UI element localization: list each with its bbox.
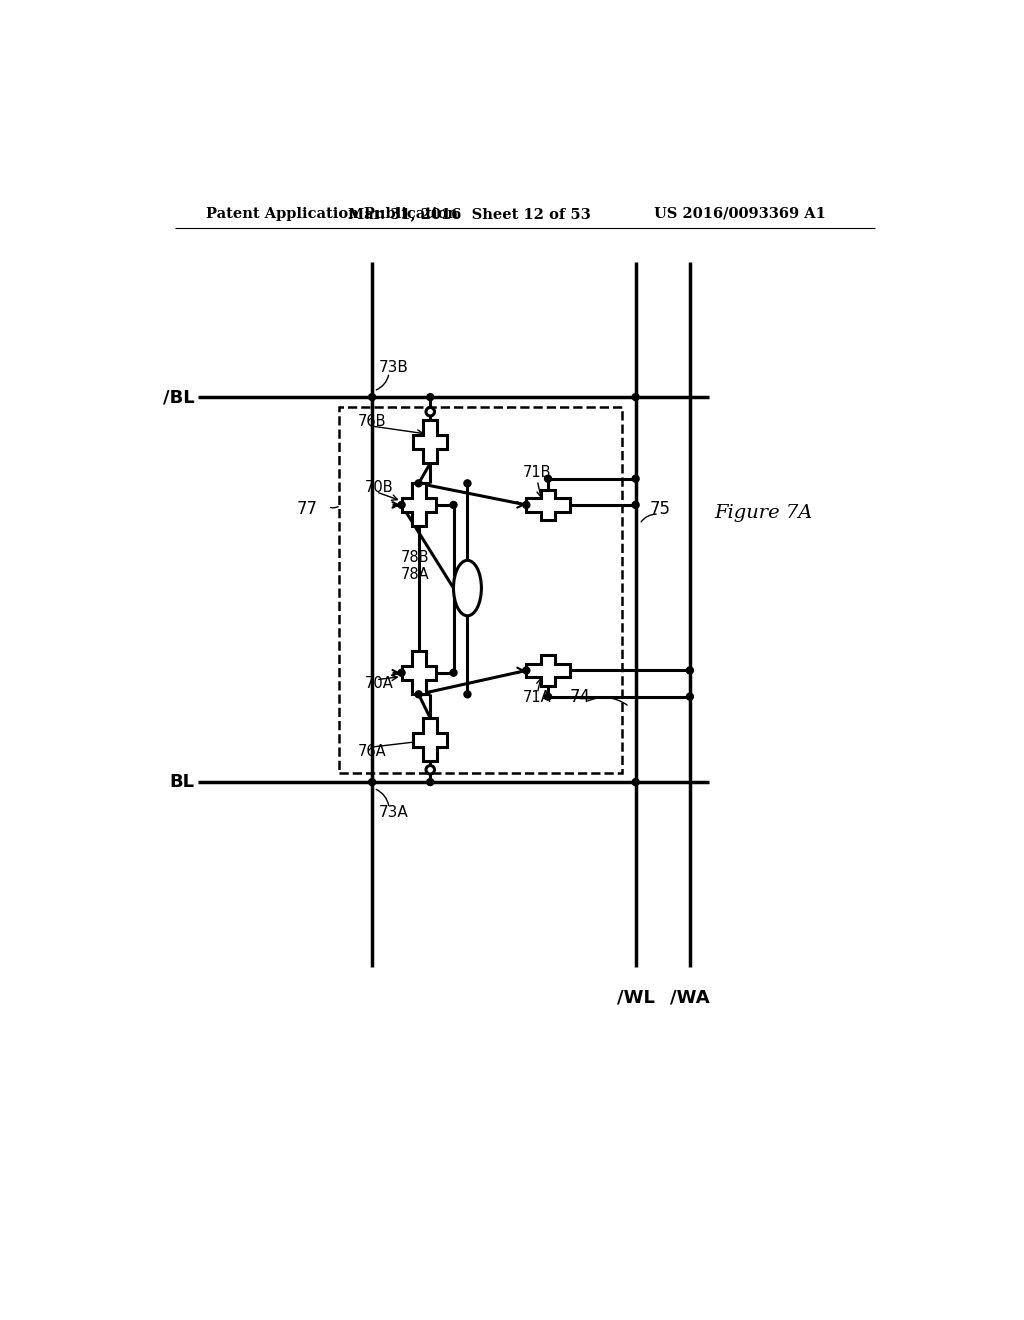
Circle shape [632,502,639,508]
Circle shape [686,667,693,675]
Circle shape [464,480,471,487]
Polygon shape [526,655,569,686]
Circle shape [369,779,376,785]
Text: Figure 7A: Figure 7A [715,504,813,521]
Circle shape [632,393,639,400]
Text: 76A: 76A [357,743,386,759]
Text: /BL: /BL [163,388,195,407]
Text: Patent Application Publication: Patent Application Publication [206,207,458,220]
Text: /WA: /WA [670,989,710,1006]
Circle shape [686,693,693,700]
Circle shape [427,393,434,400]
Bar [339,407,623,774]
Text: 78B: 78B [400,549,429,565]
Text: 73A: 73A [378,805,409,821]
Circle shape [545,693,552,700]
Text: 70A: 70A [366,676,394,692]
Text: /WL: /WL [616,989,654,1006]
Circle shape [398,502,406,508]
Circle shape [415,690,422,698]
Circle shape [398,669,406,676]
Circle shape [415,480,422,487]
Circle shape [545,475,552,482]
Circle shape [464,690,471,698]
Polygon shape [401,651,435,694]
Text: 75: 75 [649,500,671,517]
Circle shape [523,667,529,675]
Polygon shape [526,490,569,520]
Text: 76B: 76B [357,414,386,429]
Ellipse shape [454,561,481,616]
Circle shape [426,766,434,774]
Text: 71B: 71B [523,465,552,480]
Text: BL: BL [170,774,195,791]
Polygon shape [401,483,435,527]
Text: 77: 77 [297,500,317,517]
Circle shape [450,502,457,508]
Circle shape [632,475,639,482]
Text: 78A: 78A [400,566,429,582]
Circle shape [426,408,434,416]
Text: 71A: 71A [523,690,552,705]
Circle shape [369,393,376,400]
Polygon shape [414,420,447,463]
Text: Mar. 31, 2016  Sheet 12 of 53: Mar. 31, 2016 Sheet 12 of 53 [347,207,591,220]
Polygon shape [414,718,447,762]
Circle shape [523,502,529,508]
Text: US 2016/0093369 A1: US 2016/0093369 A1 [653,207,825,220]
Circle shape [427,779,434,785]
Text: 70B: 70B [366,480,394,495]
Text: 74: 74 [569,689,591,706]
Circle shape [632,779,639,785]
Text: 73B: 73B [378,360,409,375]
Circle shape [450,669,457,676]
